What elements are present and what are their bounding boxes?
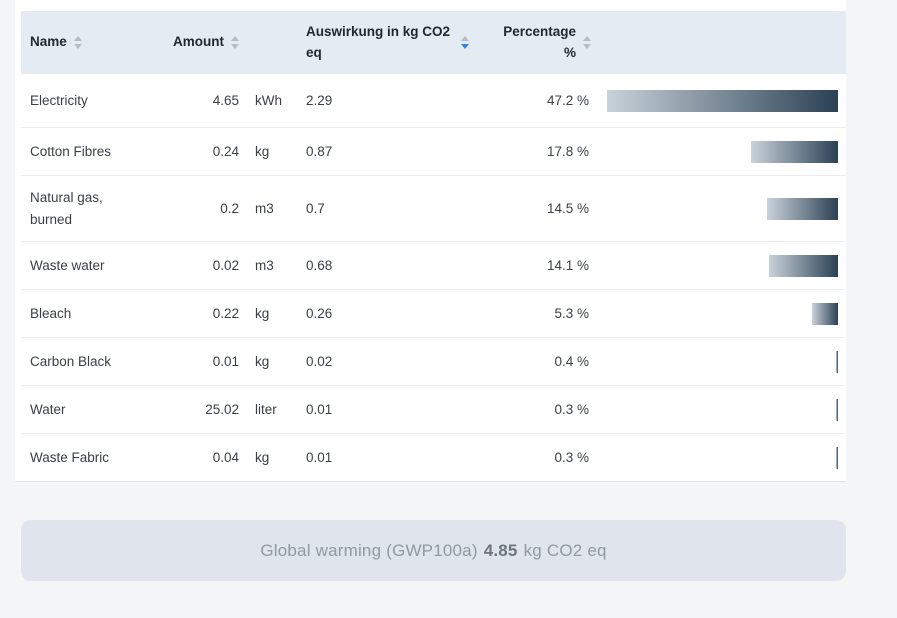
bar-cell	[599, 176, 846, 241]
table-row: Cotton Fibres 0.24 kg 0.87 17.8 %	[21, 128, 846, 176]
row-percentage: 17.8 %	[546, 143, 589, 159]
total-impact-label: Global warming (GWP100a)	[260, 540, 478, 560]
percentage-bar	[836, 447, 838, 469]
table-row: Waste Fabric 0.04 kg 0.01 0.3 %	[21, 434, 846, 482]
row-name: Natural gas, burned	[30, 189, 103, 227]
column-header-amount-label: Amount	[173, 34, 224, 50]
percentage-bar	[836, 398, 838, 421]
total-impact-value: 4.85	[483, 540, 518, 560]
row-name: Water	[30, 401, 66, 417]
table-row: Water 25.02 liter 0.01 0.3 %	[21, 386, 846, 434]
row-amount: 25.02	[205, 401, 239, 417]
row-impact: 0.7	[306, 200, 325, 216]
row-name: Cotton Fibres	[30, 143, 112, 159]
table-row: Carbon Black 0.01 kg 0.02 0.4 %	[21, 338, 846, 386]
bar-cell	[599, 128, 846, 175]
row-impact: 0.01	[306, 450, 333, 466]
row-amount: 0.24	[212, 143, 239, 159]
bar-cell	[599, 386, 846, 433]
sort-icon[interactable]	[583, 36, 591, 49]
bar-cell	[599, 242, 846, 289]
column-header-percentage[interactable]: Percentage %	[477, 22, 599, 63]
row-percentage: 47.2 %	[546, 92, 589, 108]
row-percentage: 0.4 %	[554, 353, 589, 369]
column-header-percentage-label: Percentage %	[503, 24, 576, 60]
percentage-bar	[769, 254, 838, 277]
impact-table-card: Name Amount Auswirkung in kg CO2 eq Perc…	[15, 0, 846, 482]
percentage-bar	[750, 140, 838, 163]
table-row: Electricity 4.65 kWh 2.29 47.2 %	[21, 74, 846, 128]
row-unit: kg	[255, 450, 270, 466]
column-header-name-label: Name	[30, 34, 67, 50]
row-amount: 4.65	[212, 92, 239, 108]
column-header-name[interactable]: Name	[21, 32, 151, 52]
row-percentage: 14.1 %	[546, 257, 589, 273]
row-amount: 0.22	[212, 305, 239, 321]
table-row: Natural gas, burned 0.2 m3 0.7 14.5 %	[21, 176, 846, 242]
row-impact: 0.68	[306, 257, 333, 273]
table-row: Bleach 0.22 kg 0.26 5.3 %	[21, 290, 846, 338]
column-header-amount[interactable]: Amount	[151, 32, 247, 52]
row-percentage: 14.5 %	[546, 200, 589, 216]
bar-cell	[599, 338, 846, 385]
table-row: Waste water 0.02 m3 0.68 14.1 %	[21, 242, 846, 290]
bar-cell	[599, 290, 846, 337]
row-unit: kg	[255, 353, 270, 369]
row-amount: 0.02	[212, 257, 239, 273]
row-name: Waste water	[30, 257, 105, 273]
percentage-bar	[836, 350, 838, 373]
row-percentage: 0.3 %	[554, 450, 589, 466]
percentage-bar	[812, 302, 838, 325]
row-impact: 2.29	[306, 92, 333, 108]
total-impact-unit: kg CO2 eq	[523, 540, 607, 560]
row-percentage: 5.3 %	[554, 305, 589, 321]
row-impact: 0.87	[306, 143, 333, 159]
row-name: Waste Fabric	[30, 450, 110, 466]
row-unit: kg	[255, 143, 270, 159]
table-header-row: Name Amount Auswirkung in kg CO2 eq Perc…	[21, 11, 846, 74]
row-name: Bleach	[30, 305, 72, 321]
column-header-impact-label: Auswirkung in kg CO2 eq	[306, 24, 451, 60]
row-name: Electricity	[30, 92, 88, 108]
column-header-impact[interactable]: Auswirkung in kg CO2 eq	[297, 22, 477, 63]
total-impact-banner: Global warming (GWP100a) 4.85 kg CO2 eq	[21, 520, 846, 581]
row-amount: 0.04	[212, 450, 239, 466]
row-impact: 0.02	[306, 353, 333, 369]
row-impact: 0.01	[306, 401, 333, 417]
row-unit: kg	[255, 305, 270, 321]
row-name: Carbon Black	[30, 353, 112, 369]
row-amount: 0.2	[220, 200, 239, 216]
row-amount: 0.01	[212, 353, 239, 369]
bar-cell	[599, 434, 846, 482]
row-percentage: 0.3 %	[554, 401, 589, 417]
percentage-bar	[607, 89, 838, 112]
bar-cell	[599, 74, 846, 127]
row-unit: m3	[255, 200, 274, 216]
sort-icon[interactable]	[231, 36, 239, 49]
sort-icon[interactable]	[73, 36, 82, 49]
sort-icon-active-desc[interactable]	[461, 36, 469, 49]
percentage-bar	[767, 197, 838, 220]
row-unit: kWh	[255, 92, 282, 108]
row-unit: liter	[255, 401, 277, 417]
row-unit: m3	[255, 257, 274, 273]
row-impact: 0.26	[306, 305, 333, 321]
